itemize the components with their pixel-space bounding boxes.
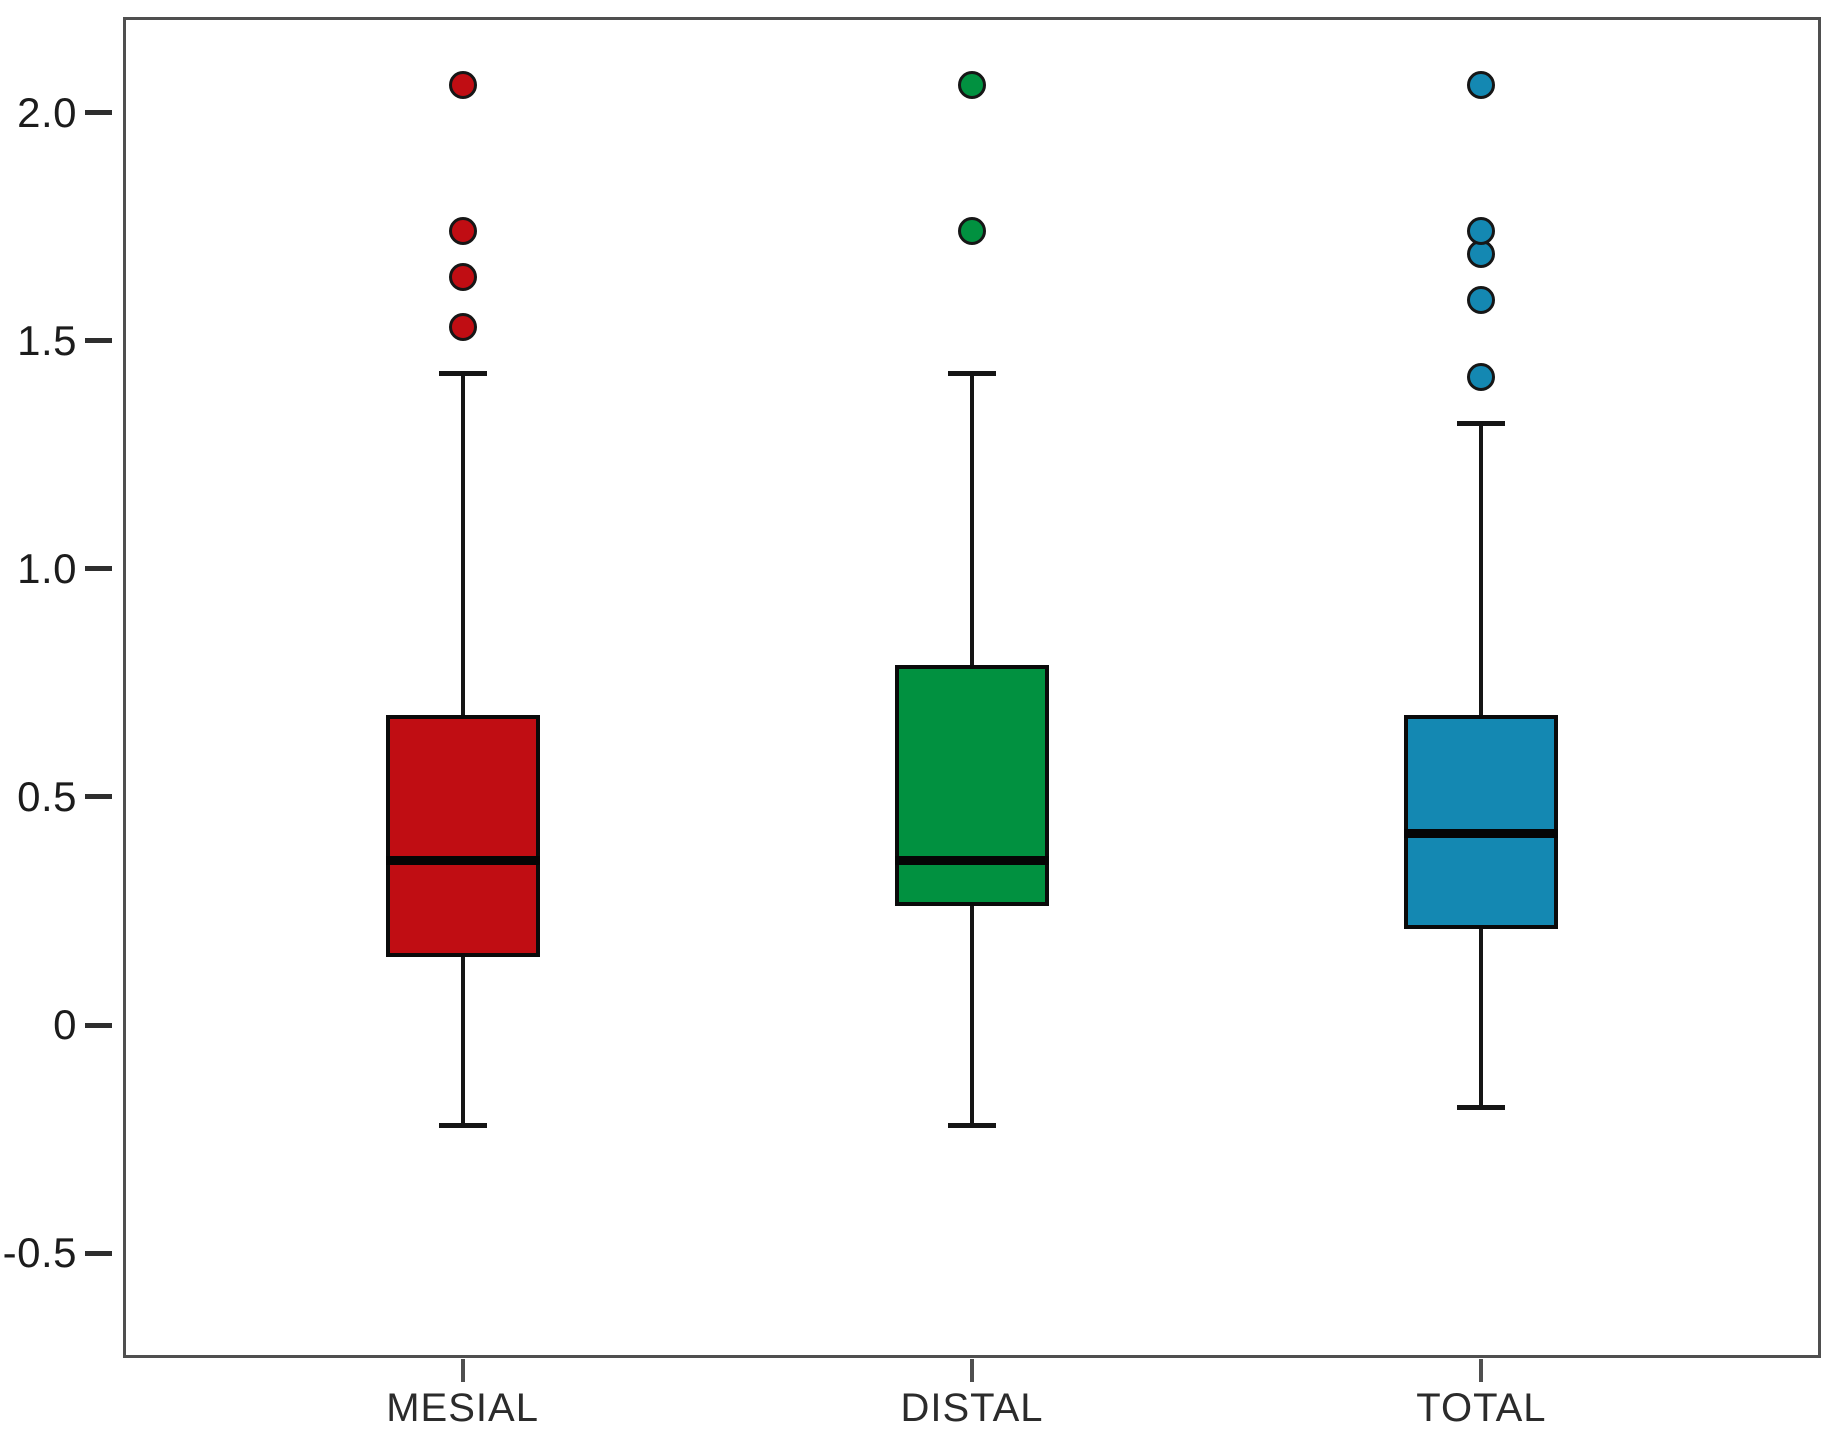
outlier-dot: [448, 262, 477, 291]
outlier-dot: [958, 71, 986, 100]
y-tick-1.5: 1.5: [0, 317, 112, 365]
x-tick-mark-mesial: [460, 1359, 465, 1382]
whisker-cap-bottom: [948, 1123, 996, 1129]
y-tick-mark: [85, 1250, 112, 1256]
y-tick-label: -0.5: [2, 1229, 77, 1277]
outlier-dot: [1467, 363, 1496, 392]
y-tick-mark: [85, 794, 112, 800]
whisker-cap-top: [948, 370, 996, 376]
outlier-dot: [958, 217, 986, 246]
y-tick-label: 0: [53, 1001, 77, 1049]
median-line: [895, 856, 1049, 866]
y-tick-0: 0: [0, 1001, 112, 1049]
whisker-cap-top: [1457, 420, 1506, 426]
y-tick-mark: [85, 338, 112, 344]
x-tick-mark-total: [1479, 1359, 1484, 1382]
box-total: [1404, 714, 1559, 930]
y-tick-mark: [85, 1022, 112, 1028]
box-mesial: [385, 714, 540, 957]
y-tick-0.5: 0.5: [0, 773, 112, 821]
y-tick-2.0: 2.0: [0, 89, 112, 137]
whisker-cap-bottom: [438, 1123, 487, 1129]
y-tick-mark: [85, 566, 112, 572]
outlier-dot: [448, 71, 477, 100]
y-tick-label: 1.0: [17, 544, 77, 592]
whisker-cap-top: [438, 370, 487, 376]
whisker-cap-bottom: [1457, 1105, 1506, 1111]
outlier-dot: [448, 313, 477, 342]
outlier-dot: [1467, 285, 1496, 314]
outlier-dot: [1467, 217, 1496, 246]
x-axis-label-total: TOTAL: [1416, 1386, 1547, 1430]
median-line: [1404, 828, 1559, 838]
x-axis-label-distal: DISTAL: [900, 1386, 1044, 1430]
y-tick-1.0: 1.0: [0, 545, 112, 593]
y-tick--0.5: -0.5: [0, 1229, 112, 1277]
x-axis-label-mesial: MESIAL: [386, 1386, 539, 1430]
y-tick-label: 1.5: [17, 316, 77, 364]
outlier-dot: [1467, 71, 1496, 100]
box-distal: [895, 664, 1049, 907]
outlier-dot: [448, 217, 477, 246]
y-tick-label: 2.0: [17, 88, 77, 136]
median-line: [385, 856, 540, 866]
y-tick-label: 0.5: [17, 772, 77, 820]
y-tick-mark: [85, 110, 112, 116]
x-tick-mark-distal: [970, 1359, 974, 1382]
